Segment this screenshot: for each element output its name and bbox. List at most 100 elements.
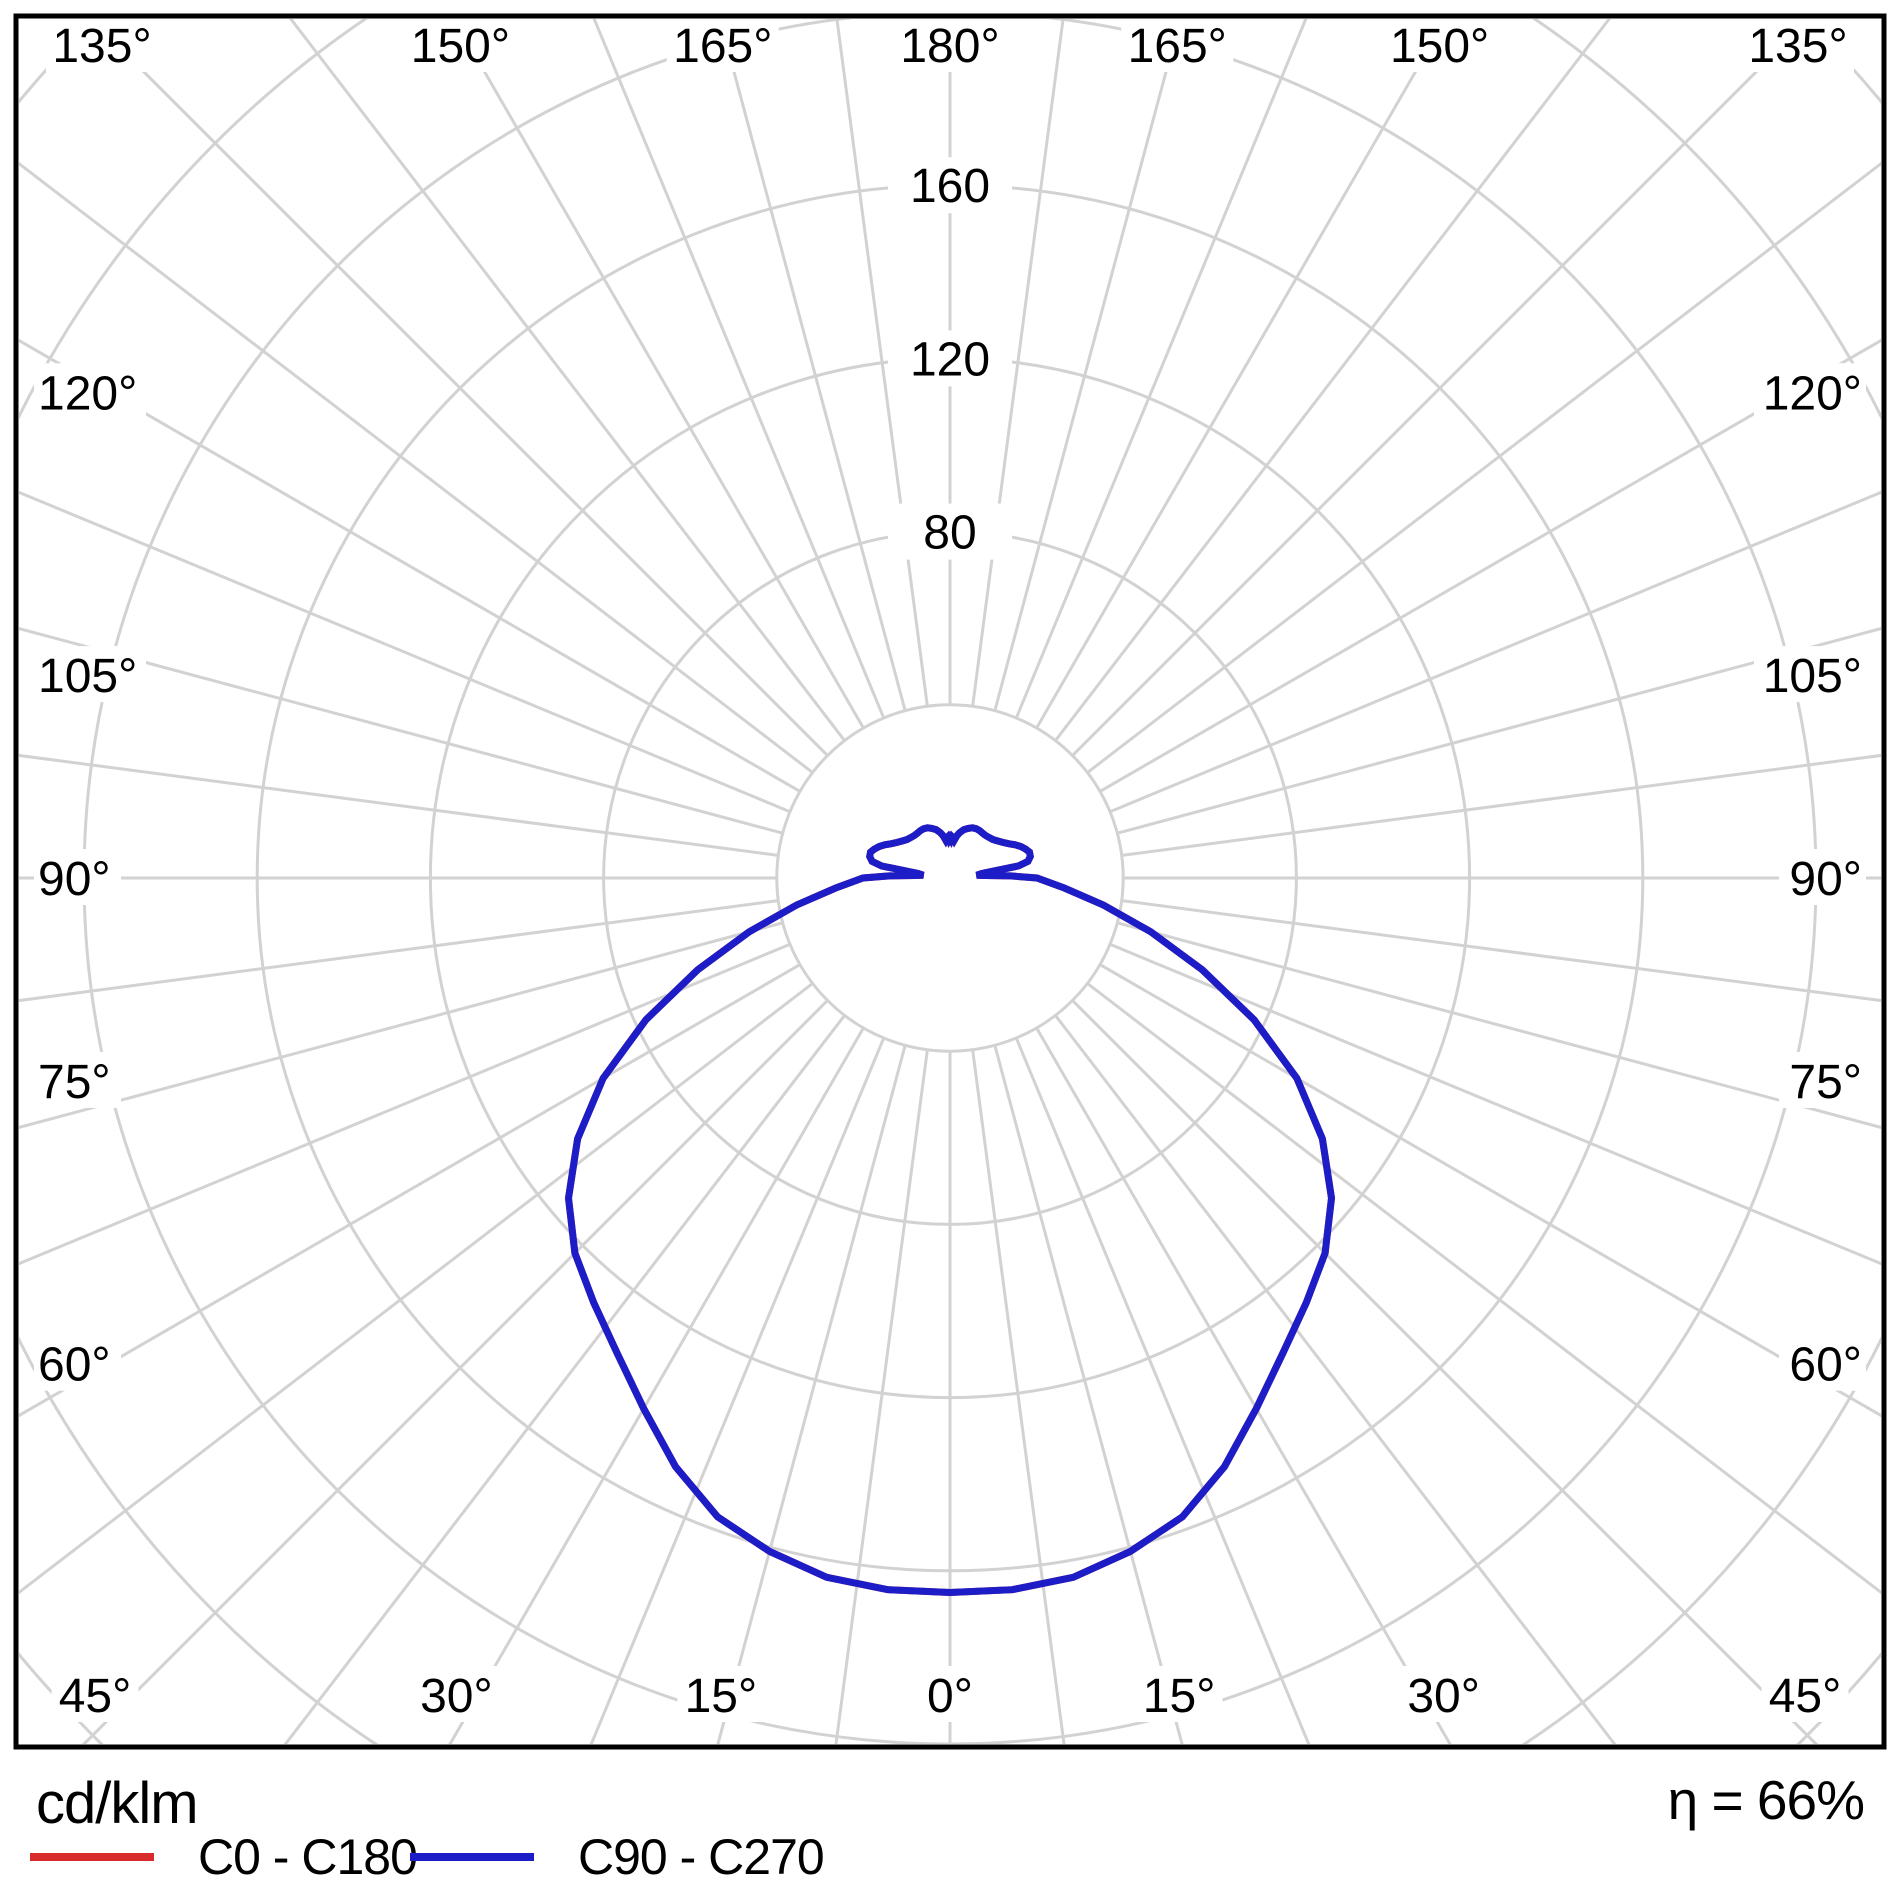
angle-label-halo: [1383, 16, 1496, 72]
angle-label-halo: [34, 1334, 121, 1391]
c90-c270-line-swatch: [410, 1853, 534, 1861]
angle-label-60-left: 60°: [38, 1339, 111, 1392]
grid-spoke: [716, 1044, 907, 1744]
grid-spoke: [1109, 942, 1881, 1266]
ring-label-120: 120: [910, 333, 990, 386]
grid-spoke: [1035, 1027, 1452, 1744]
grid-spoke: [1071, 999, 1819, 1744]
legend-item-c90-c270: C90 - C270: [410, 1828, 825, 1886]
ring-label-160: 160: [910, 160, 990, 213]
angle-label-halo: [1754, 646, 1866, 703]
grid-spoke: [993, 19, 1182, 712]
angle-label-halo: [1779, 849, 1866, 905]
angle-label-105-left: 105°: [38, 650, 137, 703]
legend-label-c90-c270: C90 - C270: [578, 1829, 825, 1885]
grid-spoke: [1121, 899, 1881, 1003]
grid-spoke: [19, 753, 779, 857]
grid-spoke: [81, 999, 829, 1744]
angle-label-halo: [1779, 1334, 1866, 1391]
angle-label-halo: [1761, 1666, 1849, 1722]
grid-spoke: [971, 1049, 1066, 1744]
grid-spoke: [1086, 161, 1881, 774]
grid-spoke: [19, 161, 814, 774]
angle-label-135-right: 135°: [1748, 20, 1847, 73]
grid-spoke: [589, 1037, 886, 1744]
grid-ring-40: [775, 703, 1125, 1053]
angle-label-75-left: 75°: [38, 1056, 111, 1109]
ring-label-halo: [888, 503, 1012, 560]
angle-label-halo: [51, 1666, 139, 1722]
grid-spoke: [592, 19, 886, 719]
angle-label-halo: [46, 16, 158, 72]
angle-label-15-right: 15°: [1143, 1670, 1216, 1723]
angle-label-halo: [1400, 1666, 1488, 1722]
angle-label-45-left: 45°: [59, 1670, 132, 1723]
grid-spoke: [1099, 963, 1881, 1418]
angle-label-halo: [34, 849, 121, 905]
angle-label-135-left: 135°: [52, 20, 151, 73]
angle-label-30-right: 30°: [1407, 1670, 1480, 1723]
angle-label-halo: [666, 16, 779, 72]
grid-spoke: [19, 942, 791, 1266]
angle-label-halo: [412, 1666, 500, 1722]
angle-label-15-left: 15°: [685, 1670, 758, 1723]
grid-spoke: [718, 19, 907, 712]
grid-spoke: [993, 1044, 1184, 1744]
ring-label-halo: [888, 330, 1012, 387]
grid-spoke: [835, 19, 929, 707]
chart-frame: [13, 13, 1887, 1750]
grid-spoke: [19, 899, 779, 1003]
grid-spoke: [1014, 19, 1308, 719]
ring-label-80: 80: [923, 507, 976, 560]
angle-label-halo: [1754, 363, 1866, 420]
grid-spoke: [19, 338, 801, 793]
grid-spoke: [288, 19, 846, 742]
grid-spoke: [1054, 1014, 1617, 1744]
legend-label-c0-c180: C0 - C180: [198, 1829, 418, 1885]
grid-spoke: [1054, 19, 1612, 742]
angle-label-120-left: 120°: [38, 367, 137, 420]
grid-spoke: [452, 19, 865, 729]
angle-label-60-right: 60°: [1789, 1339, 1862, 1392]
angle-label-90-right: 90°: [1789, 853, 1862, 906]
angle-label-180-right: 180°: [900, 20, 999, 73]
angle-label-105-right: 105°: [1763, 650, 1862, 703]
efficiency-value: η = 66%: [1667, 1769, 1865, 1831]
grid-spoke: [19, 490, 791, 814]
angle-label-halo: [919, 1666, 981, 1722]
grid-spoke: [1116, 626, 1881, 835]
grid-spoke: [283, 1014, 846, 1744]
angle-label-halo: [1779, 1051, 1866, 1108]
c90-c270-curve: [564, 824, 1336, 1597]
grid-spoke: [19, 921, 784, 1130]
angle-label-halo: [34, 363, 146, 420]
grid-spoke: [1035, 19, 1448, 729]
angle-label-150-right: 150°: [1390, 20, 1489, 73]
grid-spoke: [1086, 982, 1881, 1595]
grid-spoke: [1121, 753, 1881, 857]
grid-spoke: [1014, 1037, 1311, 1744]
angle-label-120-right: 120°: [1763, 367, 1862, 420]
grid-spoke: [1099, 338, 1881, 793]
grid-spoke: [448, 1027, 865, 1744]
angle-label-30-left: 30°: [420, 1670, 493, 1723]
angle-label-halo: [894, 16, 1006, 72]
grid-spoke: [834, 1049, 929, 1744]
ring-label-halo: [888, 157, 1012, 214]
angle-label-halo: [34, 646, 146, 703]
legend-item-c0-c180: C0 - C180: [30, 1828, 418, 1886]
grid-spoke: [19, 963, 801, 1418]
angle-label-75-right: 75°: [1789, 1056, 1862, 1109]
grid-spoke: [971, 19, 1065, 707]
grid-spoke: [19, 982, 814, 1595]
angle-label-90-left: 90°: [38, 853, 111, 906]
unit-label: cd/klm: [36, 1771, 199, 1836]
angle-label-halo: [1742, 16, 1854, 72]
angle-label-halo: [677, 1666, 765, 1722]
angle-label-halo: [404, 16, 517, 72]
angle-label-halo: [1135, 1666, 1223, 1722]
c0-c180-line-swatch: [30, 1853, 154, 1861]
